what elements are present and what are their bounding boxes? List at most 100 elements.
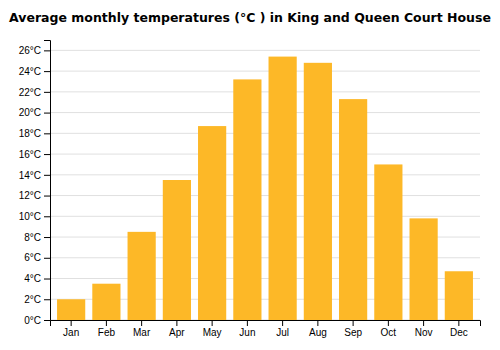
x-tick: Nov bbox=[415, 320, 433, 338]
y-tick-mark bbox=[44, 320, 50, 321]
y-tick-mark bbox=[44, 71, 50, 72]
x-tick-mark bbox=[423, 320, 424, 326]
x-tick-label: Mar bbox=[133, 327, 151, 338]
y-tick: 20°C bbox=[19, 107, 50, 118]
grid-line bbox=[50, 133, 480, 134]
y-tick-label: 22°C bbox=[19, 87, 41, 98]
y-tick-mark bbox=[44, 196, 50, 197]
y-tick-label: 16°C bbox=[19, 149, 41, 160]
x-tick: Oct bbox=[381, 320, 397, 338]
y-tick-label: 6°C bbox=[24, 252, 41, 263]
y-axis-line bbox=[44, 41, 51, 321]
x-tick-label: Apr bbox=[169, 327, 185, 338]
x-tick-label: Nov bbox=[415, 327, 433, 338]
x-tick: Sep bbox=[344, 320, 362, 338]
y-tick-label: 8°C bbox=[24, 232, 41, 243]
x-tick: Aug bbox=[309, 320, 327, 338]
grid-line bbox=[50, 112, 480, 113]
y-tick: 4°C bbox=[24, 273, 50, 284]
bar bbox=[304, 63, 332, 320]
x-tick: Dec bbox=[450, 320, 468, 338]
x-tick-mark bbox=[106, 320, 107, 326]
x-tick: Mar bbox=[133, 320, 151, 338]
bar bbox=[445, 271, 473, 320]
grid-line bbox=[50, 71, 480, 72]
grid-line bbox=[50, 216, 480, 217]
x-axis: Jan Feb Mar Apr May Jun Jul Aug Sep Oct Nov Dec bbox=[51, 320, 481, 338]
y-tick: 26°C bbox=[19, 45, 50, 56]
x-tick: May bbox=[203, 320, 222, 338]
y-tick-label: 26°C bbox=[19, 45, 41, 56]
y-tick-label: 12°C bbox=[19, 190, 41, 201]
y-tick-label: 24°C bbox=[19, 66, 41, 77]
x-tick-mark bbox=[458, 320, 459, 326]
y-tick: 10°C bbox=[19, 211, 50, 222]
bar bbox=[269, 57, 297, 320]
x-tick-label: Feb bbox=[98, 327, 116, 338]
bar bbox=[410, 218, 438, 320]
y-tick-mark bbox=[44, 133, 50, 134]
x-tick-mark bbox=[317, 320, 318, 326]
x-tick-mark bbox=[71, 320, 72, 326]
grid-line bbox=[50, 50, 480, 51]
x-tick-label: Dec bbox=[450, 327, 468, 338]
y-tick-label: 4°C bbox=[24, 273, 41, 284]
grid-line bbox=[50, 174, 480, 175]
x-tick-label: Jul bbox=[276, 327, 289, 338]
x-tick: Jul bbox=[276, 320, 289, 338]
y-tick-label: 18°C bbox=[19, 128, 41, 139]
x-tick-label: Jan bbox=[63, 327, 79, 338]
x-tick-label: Jun bbox=[239, 327, 255, 338]
y-tick-mark bbox=[44, 258, 50, 259]
title: Average monthly temperatures (°C ) in Ki… bbox=[9, 10, 491, 25]
x-tick-label: Oct bbox=[381, 327, 397, 338]
x-tick: Feb bbox=[98, 320, 116, 338]
x-tick: Jun bbox=[239, 320, 255, 338]
y-tick-mark bbox=[44, 113, 50, 114]
y-tick: 0°C bbox=[24, 315, 50, 326]
y-tick-mark bbox=[44, 50, 50, 51]
bars bbox=[57, 57, 473, 320]
y-tick-label: 14°C bbox=[19, 170, 41, 181]
y-tick: 22°C bbox=[19, 87, 50, 98]
bar bbox=[339, 99, 367, 320]
y-tick: 16°C bbox=[19, 149, 50, 160]
y-tick-mark bbox=[44, 216, 50, 217]
grid-line bbox=[50, 91, 480, 92]
bar bbox=[233, 79, 261, 320]
y-tick: 12°C bbox=[19, 190, 50, 201]
x-tick-mark bbox=[176, 320, 177, 326]
y-tick-mark bbox=[44, 299, 50, 300]
y-tick-mark bbox=[44, 237, 50, 238]
grid-line bbox=[50, 195, 480, 196]
x-tick-mark bbox=[141, 320, 142, 326]
grid-line bbox=[50, 154, 480, 155]
y-tick-mark bbox=[44, 175, 50, 176]
x-tick-mark bbox=[247, 320, 248, 326]
y-tick-mark bbox=[44, 154, 50, 155]
x-tick-mark bbox=[282, 320, 283, 326]
y-tick-label: 2°C bbox=[24, 294, 41, 305]
y-tick: 6°C bbox=[24, 252, 50, 263]
x-tick-mark bbox=[212, 320, 213, 326]
bar bbox=[92, 284, 120, 320]
y-tick-label: 10°C bbox=[19, 211, 41, 222]
chart: Average monthly temperatures (°C ) in Ki… bbox=[0, 0, 500, 350]
bar bbox=[128, 232, 156, 320]
x-tick: Jan bbox=[63, 320, 79, 338]
y-tick: 8°C bbox=[24, 232, 50, 243]
plot: 0°C 2°C 4°C 6°C 8°C 10°C 12°C 14°C 16°C 18°C 20°C 2… bbox=[19, 41, 481, 339]
grid bbox=[50, 50, 480, 320]
x-tick-label: May bbox=[203, 327, 222, 338]
x-tick-mark bbox=[353, 320, 354, 326]
y-tick-mark bbox=[44, 92, 50, 93]
y-tick: 2°C bbox=[24, 294, 50, 305]
x-tick: Apr bbox=[169, 320, 185, 338]
y-tick: 24°C bbox=[19, 66, 50, 77]
y-tick-mark bbox=[44, 279, 50, 280]
bar bbox=[198, 126, 226, 320]
y-tick: 14°C bbox=[19, 170, 50, 181]
x-axis-line bbox=[51, 321, 481, 327]
x-tick-mark bbox=[388, 320, 389, 326]
y-tick-label: 0°C bbox=[24, 315, 41, 326]
